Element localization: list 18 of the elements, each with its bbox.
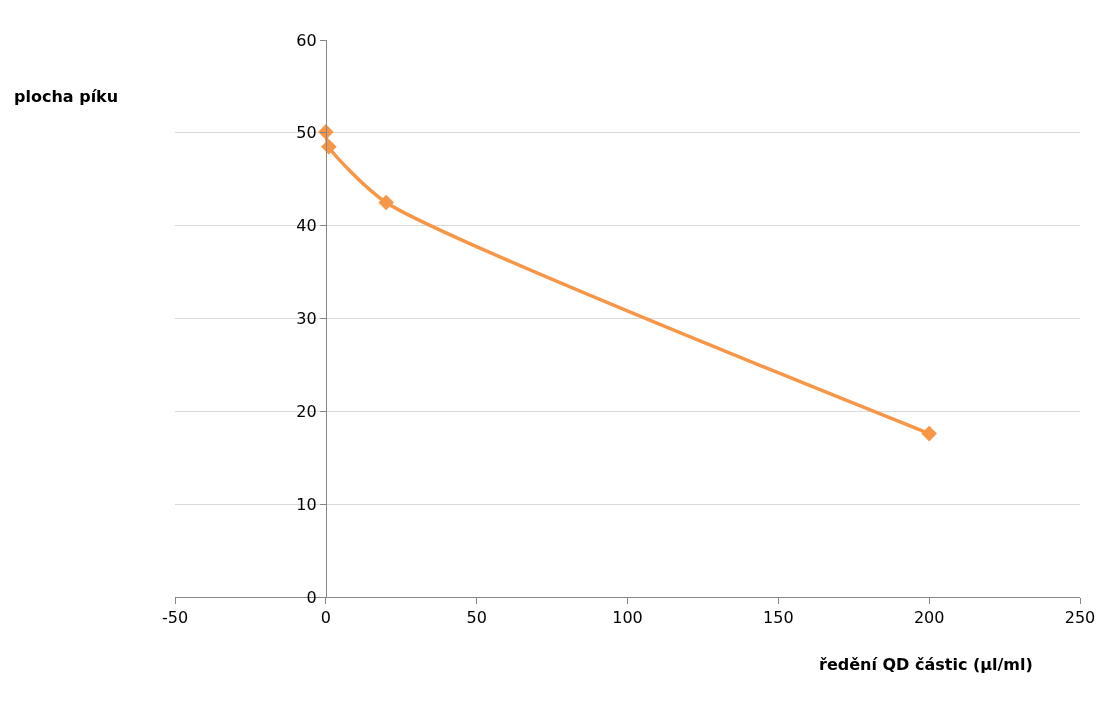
x-tick-label: 50 <box>466 608 487 628</box>
y-tick-label: 50 <box>296 123 317 143</box>
x-tick-label: 150 <box>763 608 794 628</box>
y-tick-label: 20 <box>296 401 317 421</box>
y-tick-label: 30 <box>296 309 317 329</box>
x-tick-label: 100 <box>612 608 643 628</box>
point <box>921 425 937 442</box>
y-tick-label: 60 <box>296 30 317 50</box>
x-tick-label: 0 <box>320 608 331 628</box>
y-axis-title: plocha píku <box>14 87 119 106</box>
y-tick-label: 0 <box>306 587 317 607</box>
x-tick-label: -50 <box>161 608 189 628</box>
x-tick-label: 250 <box>1064 608 1096 628</box>
y-tick-label: 40 <box>296 216 317 236</box>
point <box>378 194 394 211</box>
y-tick-label: 10 <box>296 494 317 514</box>
x-tick-label: 200 <box>913 608 945 628</box>
x-axis-title: ředění QD částic (µl/ml) <box>819 655 1033 674</box>
